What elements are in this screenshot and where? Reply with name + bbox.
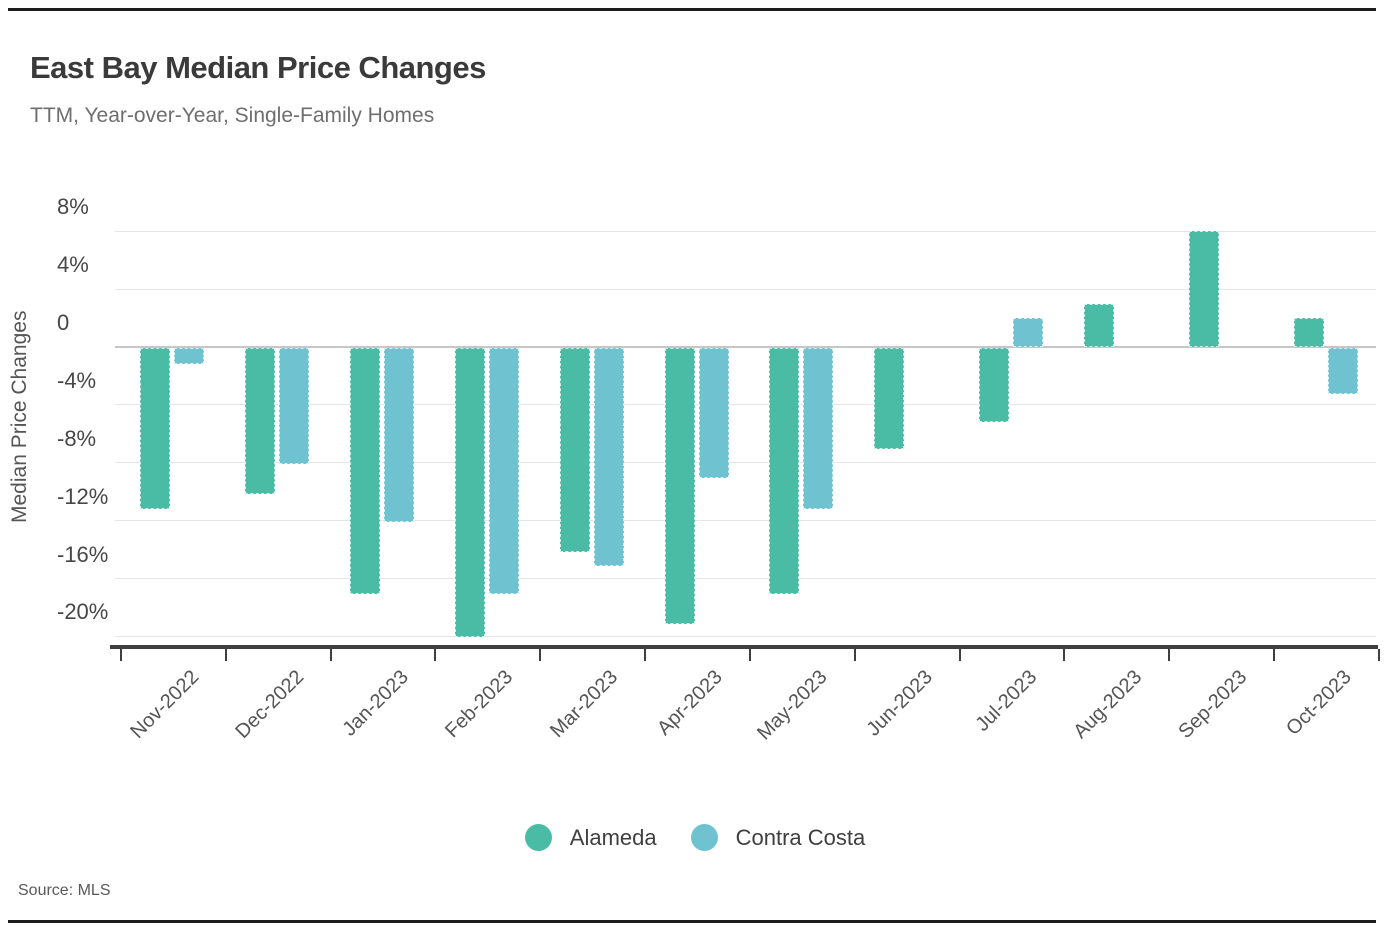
axis-tick	[958, 649, 961, 661]
x-tick-label: Jan-2023	[338, 666, 413, 741]
bar-alameda-dec-2022[interactable]	[245, 348, 276, 495]
y-tick-label: -16%	[57, 541, 109, 567]
top-rule	[8, 8, 1376, 11]
x-tick-label: Nov-2022	[126, 666, 203, 743]
axis-tick	[329, 649, 332, 661]
axis-tick	[434, 649, 437, 661]
chart-subtitle: TTM, Year-over-Year, Single-Family Homes	[30, 104, 435, 127]
bar-alameda-may-2023[interactable]	[769, 348, 800, 594]
legend-label-alameda: Alameda	[569, 824, 657, 850]
bar-alameda-apr-2023[interactable]	[664, 348, 695, 625]
axis-tick	[1063, 649, 1066, 661]
alameda-legend-dot-icon	[524, 824, 552, 851]
x-tick-label: Jun-2023	[862, 666, 937, 741]
source-note: Source: MLS	[18, 882, 111, 899]
y-tick-label: -12%	[57, 483, 109, 509]
bar-contra-costa-jan-2023[interactable]	[384, 348, 415, 522]
x-tick-label: Feb-2023	[441, 666, 518, 743]
axis-tick	[1273, 649, 1276, 661]
y-tick-label: -8%	[57, 425, 97, 451]
bar-contra-costa-may-2023[interactable]	[803, 348, 834, 509]
gridline	[115, 578, 1376, 580]
gridline	[115, 288, 1376, 290]
x-tick-label: Jul-2023	[971, 666, 1042, 736]
zero-gridline	[115, 346, 1376, 348]
axis-tick	[644, 649, 647, 661]
bar-alameda-mar-2023[interactable]	[559, 348, 590, 553]
x-tick-label: Aug-2023	[1069, 666, 1147, 743]
x-tick-label: Dec-2022	[230, 666, 308, 743]
bar-alameda-sep-2023[interactable]	[1188, 231, 1219, 347]
bar-alameda-feb-2023[interactable]	[454, 348, 485, 638]
legend-item-contra-costa: Contra Costa	[690, 824, 866, 851]
axis-tick	[1168, 649, 1171, 661]
legend-item-alameda: Alameda	[524, 824, 657, 851]
x-tick-label: May-2023	[753, 666, 832, 745]
y-tick-label: 8%	[57, 194, 89, 220]
bar-alameda-jan-2023[interactable]	[350, 348, 381, 594]
bar-contra-costa-nov-2022[interactable]	[174, 348, 205, 364]
y-tick-label: -4%	[57, 367, 97, 393]
bar-contra-costa-feb-2023[interactable]	[488, 348, 519, 594]
gridline	[115, 462, 1376, 464]
gridline	[115, 520, 1376, 522]
axis-tick	[120, 649, 122, 661]
x-tick-label: Mar-2023	[546, 666, 623, 743]
bar-alameda-nov-2022[interactable]	[140, 348, 171, 509]
x-tick-label: Apr-2023	[653, 666, 728, 740]
bar-alameda-jul-2023[interactable]	[979, 348, 1010, 422]
gridline	[115, 404, 1376, 406]
bar-alameda-aug-2023[interactable]	[1083, 303, 1114, 347]
y-tick-label: 0	[57, 310, 70, 335]
x-tick-label: Oct-2023	[1282, 666, 1357, 740]
bar-contra-costa-oct-2023[interactable]	[1327, 348, 1358, 395]
axis-tick	[853, 649, 856, 661]
legend: Alameda Contra Costa	[0, 824, 1390, 851]
axis-tick	[224, 649, 227, 661]
y-tick-label: 4%	[57, 252, 89, 278]
y-tick-label: -20%	[57, 599, 109, 625]
gridline	[115, 230, 1376, 232]
x-tick-label: Sep-2023	[1174, 666, 1252, 743]
bar-contra-costa-mar-2023[interactable]	[593, 348, 624, 567]
axis-tick	[748, 649, 751, 661]
bottom-rule	[8, 920, 1376, 923]
axis-tick	[1377, 649, 1380, 661]
axis-tick	[539, 649, 542, 661]
gridline	[115, 635, 1376, 637]
legend-label-contra-costa: Contra Costa	[735, 824, 866, 850]
y-axis-title: Median Price Changes	[8, 310, 31, 524]
bar-alameda-oct-2023[interactable]	[1293, 318, 1324, 347]
bar-contra-costa-jul-2023[interactable]	[1013, 318, 1044, 347]
contra-costa-legend-dot-icon	[690, 824, 718, 851]
bar-contra-costa-dec-2022[interactable]	[279, 348, 310, 464]
x-axis-line	[110, 645, 1378, 649]
bar-contra-costa-apr-2023[interactable]	[698, 348, 729, 479]
chart-title: East Bay Median Price Changes	[30, 50, 486, 85]
bar-alameda-jun-2023[interactable]	[874, 348, 905, 450]
